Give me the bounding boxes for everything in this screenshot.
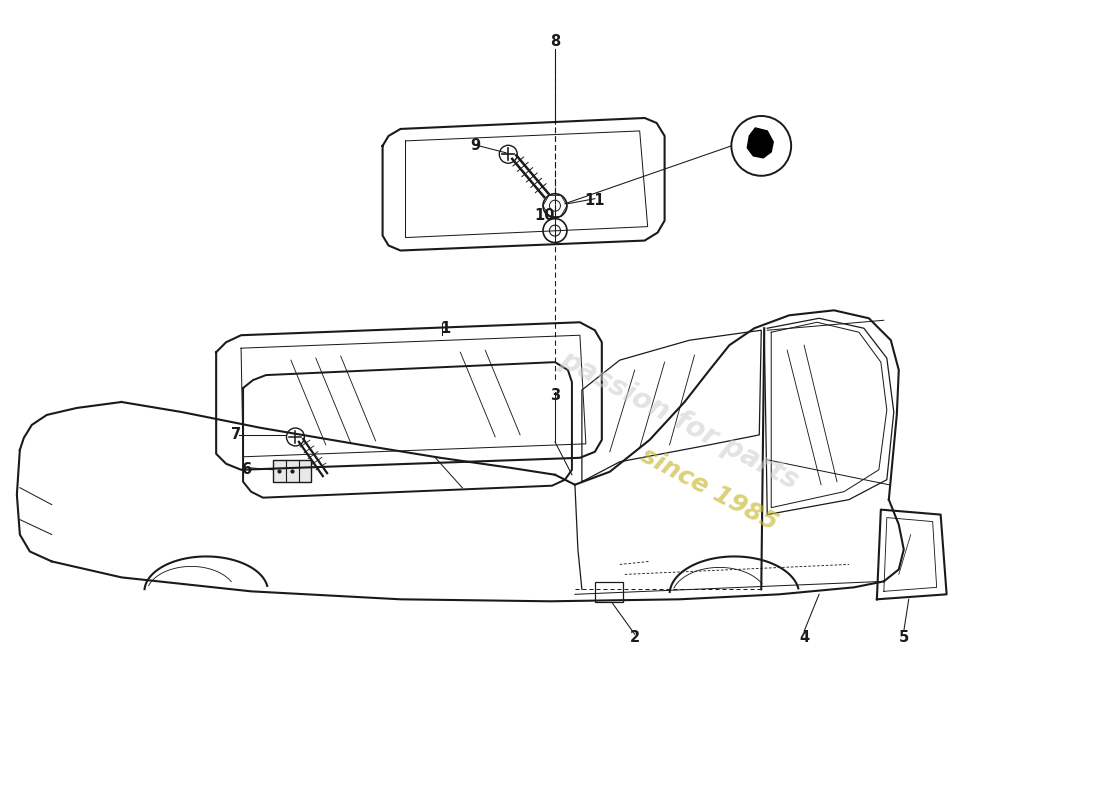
Bar [273, 460, 311, 482]
Text: 11: 11 [584, 193, 605, 208]
Polygon shape [747, 128, 773, 158]
Text: since 1985: since 1985 [637, 443, 782, 536]
Text: 9: 9 [470, 138, 481, 154]
Text: 5: 5 [899, 630, 909, 645]
Text: passion for parts: passion for parts [556, 345, 804, 494]
Text: 3: 3 [550, 387, 560, 402]
Circle shape [732, 116, 791, 176]
Text: 2: 2 [629, 630, 640, 645]
Text: 1: 1 [440, 321, 451, 336]
Text: 7: 7 [231, 427, 241, 442]
Text: 8: 8 [550, 34, 560, 49]
Text: 10: 10 [535, 208, 556, 223]
Bar [595, 582, 623, 602]
Text: 6: 6 [241, 462, 251, 478]
Text: 4: 4 [799, 630, 810, 645]
